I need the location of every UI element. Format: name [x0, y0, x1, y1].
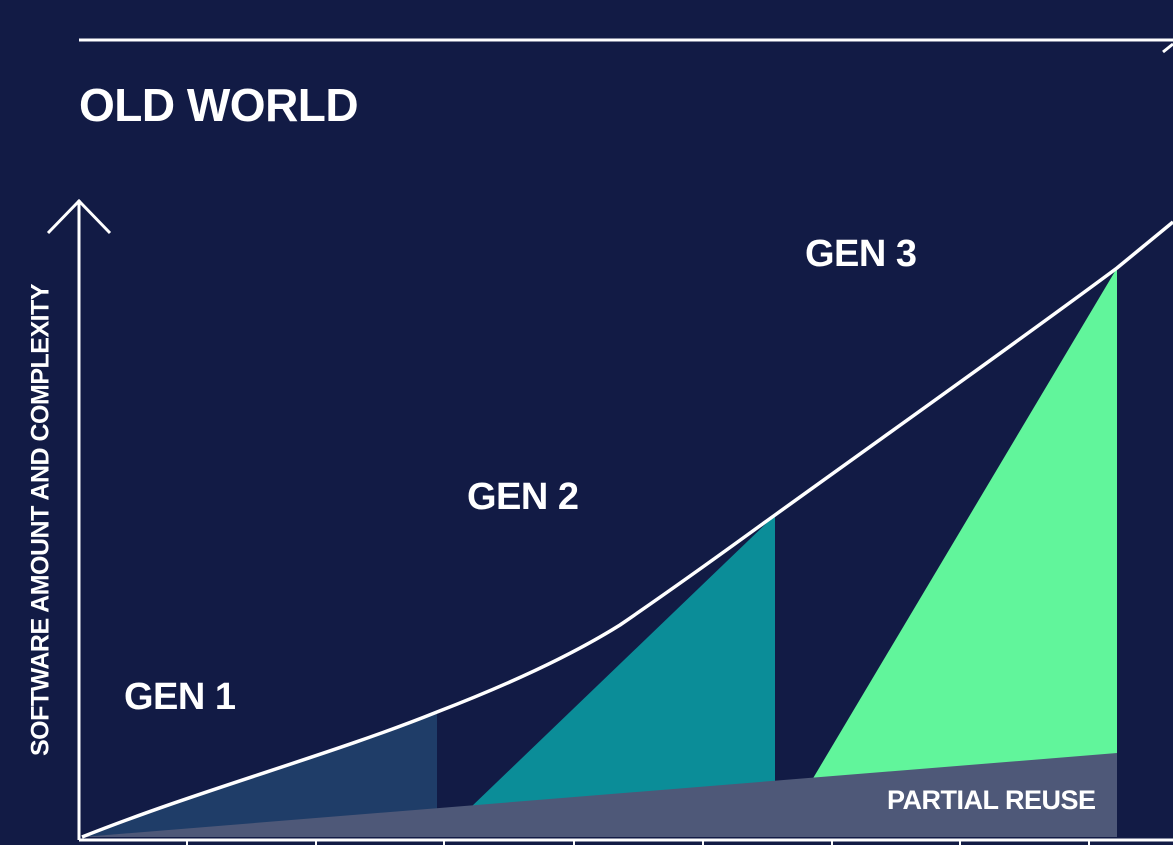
partial-reuse-label: PARTIAL REUSE [887, 785, 1096, 815]
y-axis-label: SOFTWARE AMOUNT AND COMPLEXITY [26, 283, 55, 757]
gen2-area [470, 515, 775, 808]
gen3-area [812, 268, 1117, 780]
x-axis-ticks [186, 840, 1090, 845]
y-axis-arrow-icon [46, 198, 112, 235]
gen1-label: GEN 1 [124, 676, 236, 718]
complexity-curve [81, 220, 1173, 839]
gen2-label: GEN 2 [467, 476, 579, 518]
timeline-arrow-head [1162, 42, 1173, 54]
gen3-label: GEN 3 [805, 233, 917, 275]
page-title: OLD WORLD [79, 79, 359, 131]
partial-reuse-band [82, 753, 1117, 837]
